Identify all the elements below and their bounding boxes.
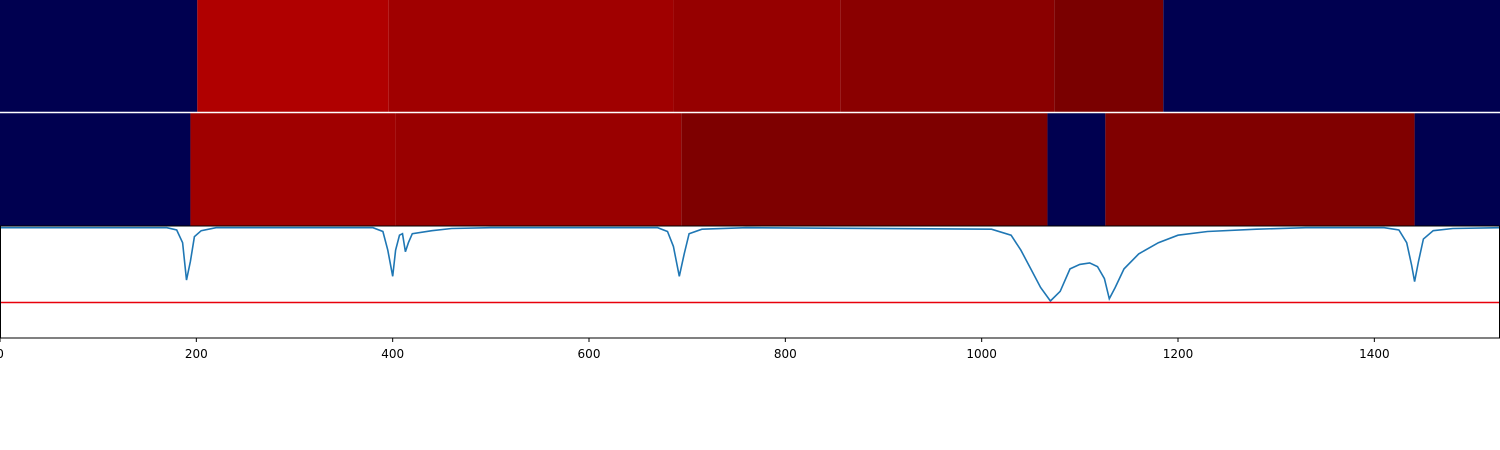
heatmap-cell-row0-5 [1054,0,1164,112]
x-tick-label: 0 [0,347,4,361]
heatmap-cell-row0-2 [388,0,674,112]
signal-panel-background [0,226,1500,338]
heatmap-cell-row0-3 [673,0,841,112]
heatmap-cell-row1-1 [190,113,396,226]
x-tick-label: 1000 [966,347,997,361]
heatmap-row-top [0,0,1500,112]
heatmap-cell-row1-2 [395,113,682,226]
heatmap-cell-row1-5 [1105,113,1415,226]
x-axis: 0 200 400 600 800 1000 1200 1400 [0,338,1390,361]
heatmap-cell-row1-6 [1414,113,1500,226]
heatmap-cell-row0-4 [840,0,1055,112]
x-tick-label: 200 [185,347,208,361]
heatmap-cell-row0-1 [197,0,389,112]
x-tick-label: 1200 [1163,347,1194,361]
x-tick-label: 1400 [1359,347,1390,361]
x-tick-label: 400 [381,347,404,361]
signal-line [0,226,1500,303]
x-tick-label: 600 [578,347,601,361]
heatmap-cell-row1-3 [681,113,1048,226]
heatmap-cell-row0-0 [0,0,198,112]
heatmap-row-bottom [0,113,1500,226]
heatmap-cell-row1-0 [0,113,191,226]
heatmap-cell-row0-6 [1163,0,1500,112]
heatmap-cell-row1-4 [1047,113,1106,226]
x-tick-label: 800 [774,347,797,361]
